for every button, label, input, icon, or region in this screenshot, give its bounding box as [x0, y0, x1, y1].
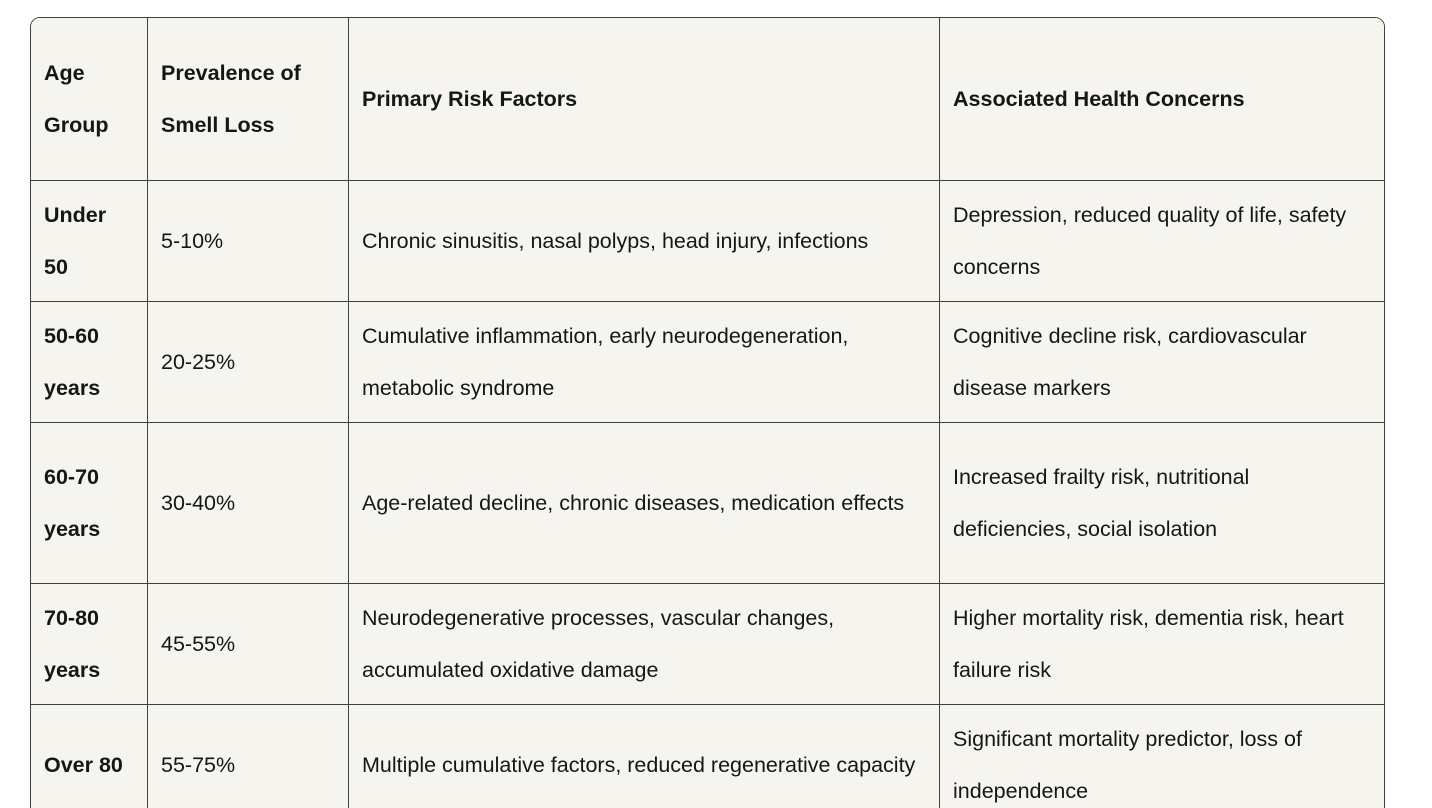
header-row: Age Group Prevalence of Smell Loss Prima…: [31, 18, 1384, 180]
cell-age-group: 50-60 years: [31, 301, 147, 422]
cell-age-group: 60-70 years: [31, 422, 147, 583]
column-header-risk-factors: Primary Risk Factors: [348, 18, 939, 180]
table-row: 50-60 years 20-25% Cumulative inflammati…: [31, 301, 1384, 422]
column-header-age-group: Age Group: [31, 18, 147, 180]
cell-health-concerns: Depression, reduced quality of life, saf…: [939, 180, 1384, 301]
cell-health-concerns: Significant mortality predictor, loss of…: [939, 704, 1384, 808]
cell-prevalence: 20-25%: [147, 301, 348, 422]
table-row: 70-80 years 45-55% Neurodegenerative pro…: [31, 583, 1384, 704]
cell-prevalence: 55-75%: [147, 704, 348, 808]
cell-risk-factors: Chronic sinusitis, nasal polyps, head in…: [348, 180, 939, 301]
column-header-prevalence: Prevalence of Smell Loss: [147, 18, 348, 180]
table-row: Under 50 5-10% Chronic sinusitis, nasal …: [31, 180, 1384, 301]
table-row: Over 80 55-75% Multiple cumulative facto…: [31, 704, 1384, 808]
cell-health-concerns: Cognitive decline risk, cardiovascular d…: [939, 301, 1384, 422]
cell-prevalence: 45-55%: [147, 583, 348, 704]
cell-risk-factors: Age-related decline, chronic diseases, m…: [348, 422, 939, 583]
cell-age-group: Over 80: [31, 704, 147, 808]
cell-age-group: 70-80 years: [31, 583, 147, 704]
cell-health-concerns: Increased frailty risk, nutritional defi…: [939, 422, 1384, 583]
smell-loss-by-age-table: Age Group Prevalence of Smell Loss Prima…: [31, 18, 1384, 808]
cell-risk-factors: Neurodegenerative processes, vascular ch…: [348, 583, 939, 704]
cell-risk-factors: Multiple cumulative factors, reduced reg…: [348, 704, 939, 808]
cell-health-concerns: Higher mortality risk, dementia risk, he…: [939, 583, 1384, 704]
cell-prevalence: 30-40%: [147, 422, 348, 583]
column-header-health-concerns: Associated Health Concerns: [939, 18, 1384, 180]
cell-prevalence: 5-10%: [147, 180, 348, 301]
table-row: 60-70 years 30-40% Age-related decline, …: [31, 422, 1384, 583]
cell-age-group: Under 50: [31, 180, 147, 301]
cell-risk-factors: Cumulative inflammation, early neurodege…: [348, 301, 939, 422]
smell-loss-table-container: Age Group Prevalence of Smell Loss Prima…: [30, 17, 1385, 808]
